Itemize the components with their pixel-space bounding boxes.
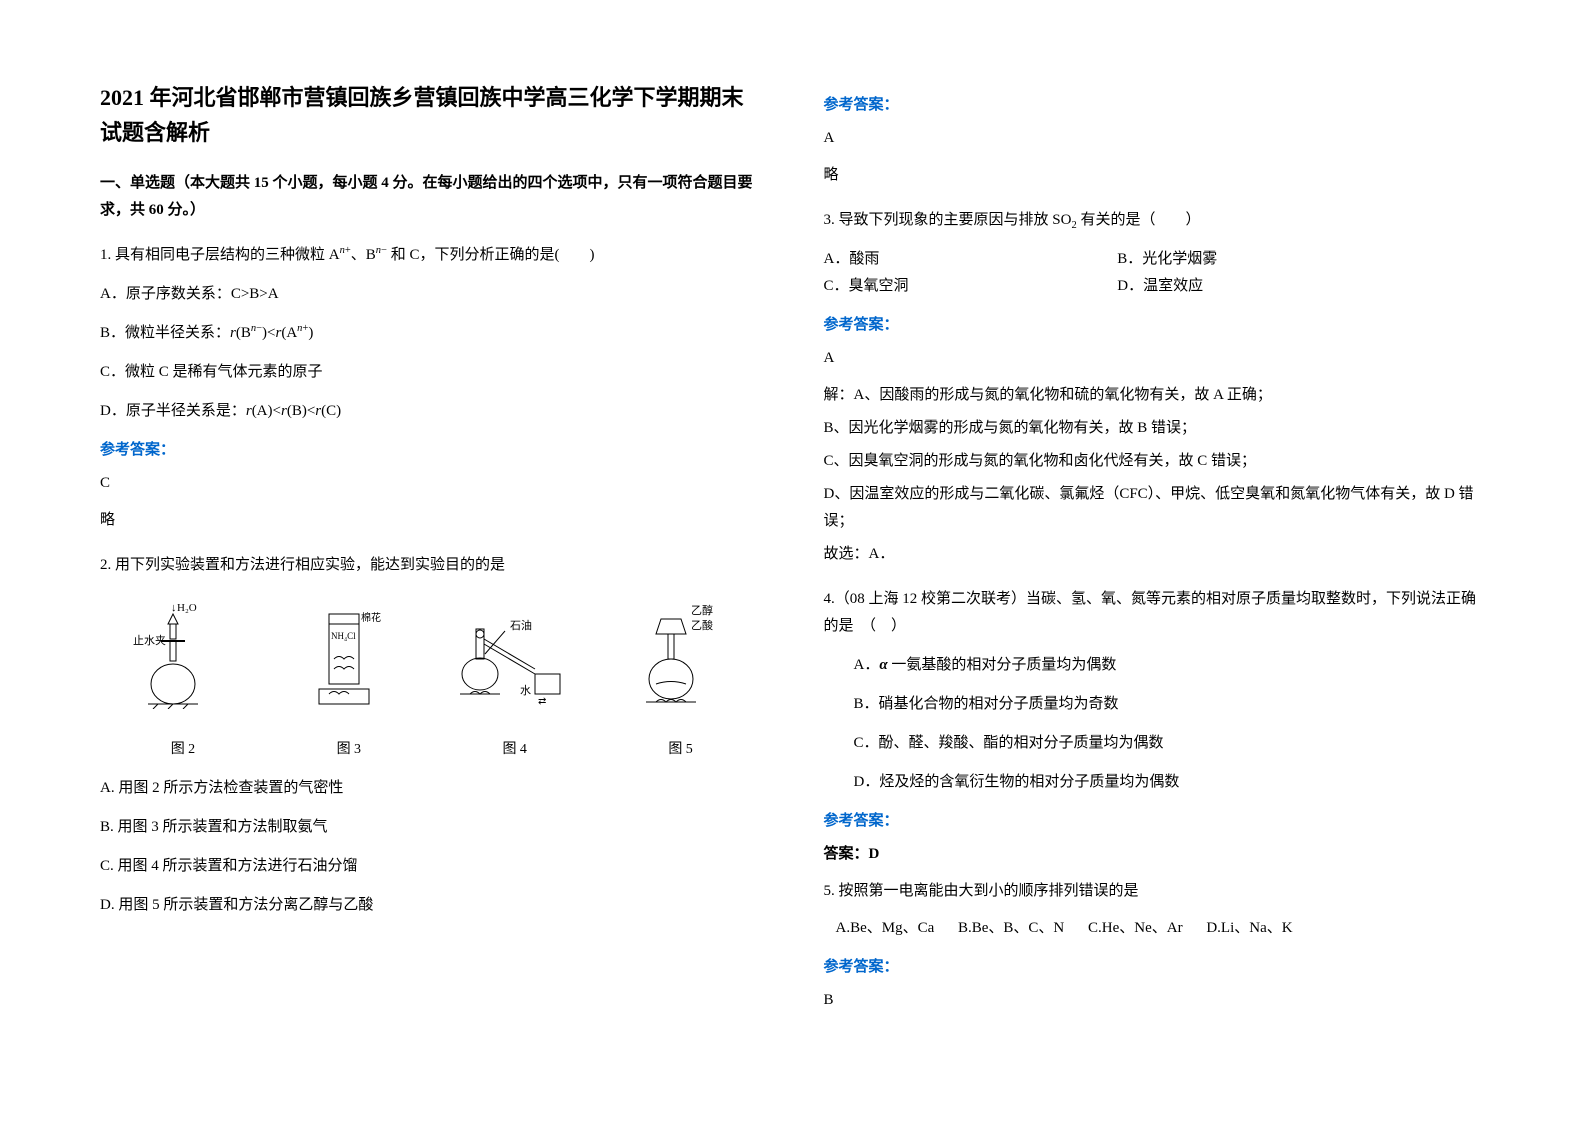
q2-answer: A [824, 125, 1488, 152]
q3-option-d: D．温室效应 [1117, 273, 1203, 300]
q3-options-row2: C．臭氧空洞 D．温室效应 [824, 273, 1488, 300]
q5-option-c: C.He、Ne、Ar [1088, 915, 1183, 942]
q3-option-b: B．光化学烟雾 [1117, 246, 1217, 273]
figure-4: 石油 水 ⇄ [432, 599, 598, 717]
q3-exp-2: B、因光化学烟雾的形成与氮的氧化物有关，故 B 错误； [824, 415, 1488, 442]
q3-options-row1: A．酸雨 B．光化学烟雾 [824, 246, 1488, 273]
q1-option-b: B．微粒半径关系：r(Bn−)<r(An+) [100, 320, 764, 347]
svg-text:NH₄Cl: NH₄Cl [331, 631, 356, 641]
figure-captions: 图 2 图 3 图 4 图 5 [100, 737, 764, 762]
q2-option-a: A. 用图 2 所示方法检查装置的气密性 [100, 775, 764, 802]
q3-answer: A [824, 345, 1488, 372]
q1-stem-1: 1. 具有相同电子层结构的三种微粒 A [100, 247, 340, 263]
caption-4: 图 4 [432, 737, 598, 762]
apparatus-4-icon: 石油 水 ⇄ [450, 599, 580, 709]
q1-stem-3: 和 C，下列分析正确的是( ) [387, 247, 595, 263]
caption-2: 图 2 [100, 737, 266, 762]
q1-option-a: A．原子序数关系：C>B>A [100, 281, 764, 308]
q4-option-d: D．烃及烃的含氧衍生物的相对分子质量均为偶数 [824, 769, 1488, 796]
q1-option-c: C．微粒 C 是稀有气体元素的原子 [100, 359, 764, 386]
q4-option-b: B．硝基化合物的相对分子质量均为奇数 [824, 691, 1488, 718]
section-1-header: 一、单选题（本大题共 15 个小题，每小题 4 分。在每小题给出的四个选项中，只… [100, 170, 764, 224]
figure-5: 乙醇 乙酸 [598, 599, 764, 717]
q5-answer: B [824, 987, 1488, 1014]
apparatus-5-icon: 乙醇 乙酸 [636, 599, 726, 709]
q5-options: A.Be、Mg、Ca B.Be、B、C、N C.He、Ne、Ar D.Li、Na… [836, 915, 1488, 942]
q2-option-b: B. 用图 3 所示装置和方法制取氨气 [100, 814, 764, 841]
svg-text:水: 水 [520, 684, 531, 697]
q1-option-d: D．原子半径关系是：r(A)<r(B)<r(C) [100, 398, 764, 425]
q3-exp-1: 解：A、因酸雨的形成与氮的氧化物和硫的氧化物有关，故 A 正确； [824, 382, 1488, 409]
q3-exp-3: C、因臭氧空洞的形成与氮的氧化物和卤化代烃有关，故 C 错误； [824, 448, 1488, 475]
caption-3: 图 3 [266, 737, 432, 762]
figure-3: NH₄Cl 棉花 [266, 599, 432, 717]
question-2: 2. 用下列实验装置和方法进行相应实验，能达到实验目的的是 [100, 552, 764, 579]
svg-text:⇄: ⇄ [538, 696, 546, 707]
q5-option-b: B.Be、B、C、N [958, 915, 1064, 942]
q4-answer: 答案：D [824, 841, 1488, 868]
q1-omit: 略 [100, 507, 764, 534]
q2-omit: 略 [824, 162, 1488, 189]
q2-option-c: C. 用图 4 所示装置和方法进行石油分馏 [100, 853, 764, 880]
svg-text:乙酸: 乙酸 [691, 618, 713, 632]
q3-exp-5: 故选：A． [824, 541, 1488, 568]
q4-option-a: A．α 一氨基酸的相对分子质量均为偶数 [824, 652, 1488, 679]
q5-option-d: D.Li、Na、K [1206, 915, 1292, 942]
right-column: 参考答案： A 略 3. 导致下列现象的主要原因与排放 SO2 有关的是（ ） … [824, 80, 1488, 1024]
q5-option-a: A.Be、Mg、Ca [836, 915, 935, 942]
svg-text:棉花: 棉花 [361, 611, 381, 624]
q5-answer-label: 参考答案： [824, 954, 1488, 981]
exam-title: 2021 年河北省邯郸市营镇回族乡营镇回族中学高三化学下学期期末试题含解析 [100, 80, 764, 150]
svg-text:乙醇: 乙醇 [691, 603, 713, 617]
left-column: 2021 年河北省邯郸市营镇回族乡营镇回族中学高三化学下学期期末试题含解析 一、… [100, 80, 764, 1024]
figure-row: ↓ H₂O 止水夹 NH₄Cl [100, 599, 764, 717]
question-3: 3. 导致下列现象的主要原因与排放 SO2 有关的是（ ） [824, 207, 1488, 236]
q3-option-a: A．酸雨 [824, 246, 1074, 273]
q4-option-c: C．酚、醛、羧酸、酯的相对分子质量均为偶数 [824, 730, 1488, 757]
q3-exp-4: D、因温室效应的形成与二氧化碳、氯氟烃（CFC）、甲烷、低空臭氧和氮氧化物气体有… [824, 481, 1488, 535]
svg-text:↓: ↓ [171, 602, 177, 614]
question-5: 5. 按照第一电离能由大到小的顺序排列错误的是 [824, 878, 1488, 905]
q2-option-d: D. 用图 5 所示装置和方法分离乙醇与乙酸 [100, 892, 764, 919]
q2-answer-label: 参考答案： [824, 92, 1488, 119]
q3-option-c: C．臭氧空洞 [824, 273, 1074, 300]
apparatus-2-icon: ↓ H₂O 止水夹 [133, 599, 233, 709]
figure-2: ↓ H₂O 止水夹 [100, 599, 266, 717]
svg-text:H₂O: H₂O [177, 602, 197, 614]
q1-answer: C [100, 470, 764, 497]
caption-5: 图 5 [598, 737, 764, 762]
question-1: 1. 具有相同电子层结构的三种微粒 An+、Bn− 和 C，下列分析正确的是( … [100, 242, 764, 269]
apparatus-3-icon: NH₄Cl 棉花 [299, 599, 399, 709]
q1-answer-label: 参考答案： [100, 437, 764, 464]
q3-answer-label: 参考答案： [824, 312, 1488, 339]
q4-answer-label: 参考答案： [824, 808, 1488, 835]
q1-stem-2: 、B [351, 247, 376, 263]
question-4: 4.（08 上海 12 校第二次联考）当碳、氢、氧、氮等元素的相对原子质量均取整… [824, 586, 1488, 640]
svg-text:石油: 石油 [510, 618, 532, 632]
